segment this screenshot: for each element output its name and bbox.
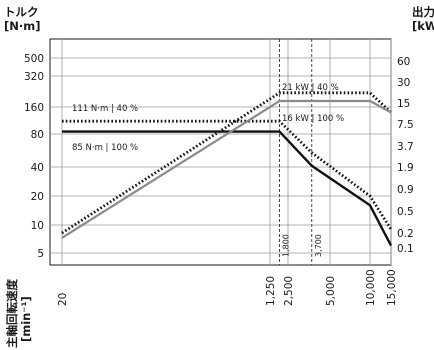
y-left-tick-label: 160 [24, 102, 44, 114]
series-line [62, 119, 393, 231]
right-axis-title-line1: 出力 [412, 5, 434, 19]
x-tick-label: 1,250 [265, 276, 277, 306]
y-right-tick-label: 0.1 [397, 243, 414, 255]
x-tick-label: 2,500 [283, 276, 295, 306]
marker-lines: 1,800 3,700 [279, 39, 323, 265]
y-right-tick-label: 15 [397, 98, 410, 110]
x-tick-labels: 20 1,250 2,500 5,000 10,000 15,000 [57, 269, 398, 306]
label-85nm: 85 N·m | 100 % [72, 143, 138, 153]
grid [50, 39, 392, 265]
y-left-tick-label: 20 [31, 191, 44, 203]
x-axis-title-line2: [min⁻¹] [19, 296, 33, 342]
x-tick-label: 10,000 [365, 269, 377, 306]
y-left-tick-label: 320 [24, 71, 44, 83]
left-axis-title-line1: トルク [4, 5, 39, 19]
x-tick-label: 5,000 [325, 276, 337, 306]
left-axis-title-line2: [N·m] [4, 19, 41, 33]
y-right-tick-label: 3.7 [397, 141, 414, 153]
right-axis-title-line2: [kW] [412, 19, 434, 33]
series-line [62, 130, 393, 247]
y-left-tick-label: 10 [31, 220, 44, 232]
y-left-tick-label: 500 [24, 53, 44, 65]
x-tick-label: 15,000 [386, 269, 398, 306]
x-tick-label: 20 [57, 293, 69, 306]
y-right-tick-labels: 60 30 15 7.5 3.7 1.9 0.9 0.5 0.2 0.1 [397, 56, 414, 255]
y-left-tick-label: 5 [37, 248, 44, 260]
marker-label: 1,800 [281, 234, 290, 257]
y-right-tick-label: 60 [397, 56, 410, 68]
y-left-tick-label: 40 [31, 162, 44, 174]
series-lines [61, 91, 393, 247]
y-right-tick-label: 0.5 [397, 206, 414, 218]
y-right-tick-label: 0.9 [397, 184, 414, 196]
y-right-tick-label: 7.5 [397, 119, 414, 131]
label-111nm: 111 N·m | 40 % [72, 104, 138, 114]
series-line [61, 91, 392, 235]
marker-label: 3,700 [314, 234, 323, 257]
x-axis-title-line1: 主軸回転速度 [5, 279, 19, 348]
y-right-tick-label: 30 [397, 77, 410, 89]
label-21kw: 21 kW | 40 % [282, 83, 339, 93]
y-right-tick-label: 1.9 [397, 162, 414, 174]
y-left-tick-labels: 500 320 160 80 40 20 10 5 [24, 53, 44, 260]
y-left-tick-label: 80 [31, 129, 44, 141]
series-line [61, 99, 392, 239]
label-16kw: 16 kW | 100 % [282, 114, 344, 124]
y-right-tick-label: 0.2 [397, 228, 414, 240]
